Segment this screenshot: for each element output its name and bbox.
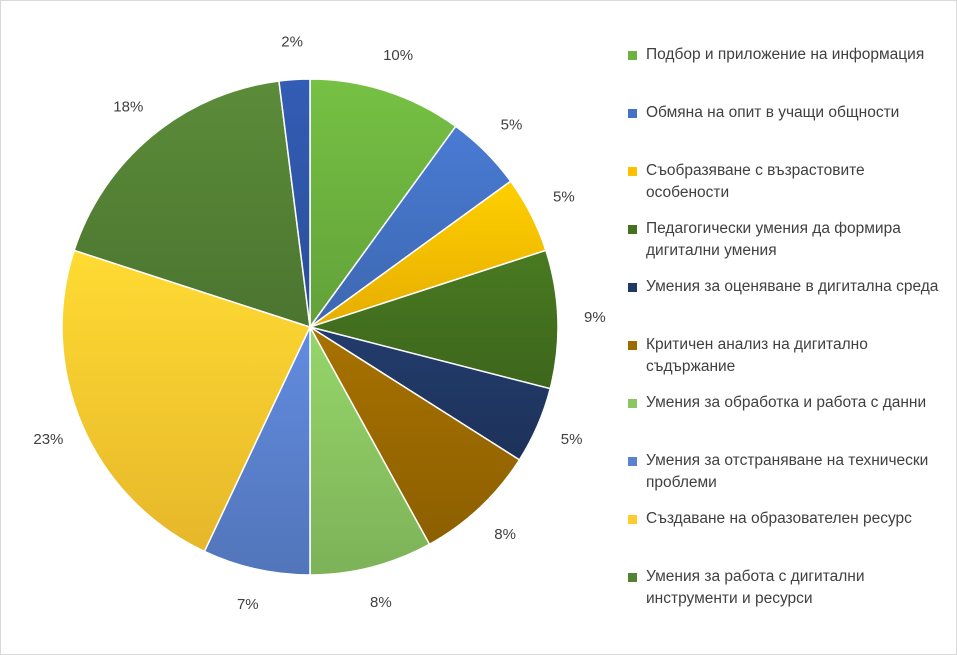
pie-data-label: 8% [370, 594, 392, 611]
pie-slice [309, 78, 457, 330]
legend-swatch [628, 399, 637, 408]
legend-swatch [628, 341, 637, 350]
legend-label: Съобразяване с възрастовите особености [646, 162, 865, 201]
pie-slice [73, 80, 311, 329]
legend-label: Критичен анализ на дигитално съдържание [646, 336, 868, 375]
legend-label: Създаване на образователен ресурс [646, 510, 912, 527]
pie-slice [309, 326, 521, 546]
pie-data-label: 5% [553, 189, 575, 206]
legend-label: Педагогически умения да формира дигиталн… [646, 220, 901, 259]
pie-slice [307, 249, 559, 390]
legend-item: Обмяна на опит в учащи общности [628, 102, 946, 124]
legend-label: Умения за обработка и работа с данни [646, 394, 927, 411]
legend-label: Обмяна на опит в учащи общности [646, 104, 900, 121]
legend-label: Умения за отстраняване на технически про… [646, 452, 929, 491]
pie-data-label: 8% [494, 526, 516, 543]
legend-label: Умения за оценяване в дигитална среда [646, 278, 939, 295]
legend-swatch [628, 167, 637, 176]
legend-swatch [628, 109, 637, 118]
legend-item: Умения за обработка и работа с данни [628, 392, 946, 414]
pie-slice [309, 326, 431, 576]
pie-data-label: 5% [501, 116, 523, 133]
legend-item: Подбор и приложение на информация [628, 44, 946, 66]
pie-data-label: 18% [113, 98, 143, 115]
pie-data-label: 23% [33, 431, 63, 448]
legend-item: Умения за работа с дигитални инструменти… [628, 566, 946, 610]
pie-data-label: 2% [281, 34, 303, 51]
pie-data-label: 5% [561, 431, 583, 448]
legend-item: Педагогически умения да формира дигиталн… [628, 218, 946, 262]
pie-data-labels: 10% 5% 5% 9% 5% 8% 8% 7% 23% 18% 2% [33, 34, 606, 613]
legend-swatch [628, 573, 637, 582]
legend-item: Умения за отстраняване на технически про… [628, 450, 946, 494]
pie-data-label: 9% [584, 309, 606, 326]
legend-item: Създаване на образователен ресурс [628, 508, 946, 530]
legend-swatch [628, 515, 637, 524]
legend-swatch [628, 283, 637, 292]
legend-swatch [628, 51, 637, 60]
legend-item: Умения за оценяване в дигитална среда [628, 276, 946, 298]
pie-slice [203, 326, 311, 576]
legend-swatch [628, 225, 637, 234]
legend-item: Критичен анализ на дигитално съдържание [628, 334, 946, 378]
legend-item: Съобразяване с възрастовите особености [628, 160, 946, 204]
pie-slices [61, 78, 559, 576]
pie-slice [61, 249, 312, 553]
pie-data-label: 7% [237, 596, 259, 613]
legend-label: Умения за работа с дигитални инструменти… [646, 568, 865, 607]
pie-slice [278, 78, 311, 328]
legend-label: Подбор и приложение на информация [646, 46, 925, 63]
legend-swatch [628, 457, 637, 466]
pie-data-label: 10% [383, 47, 413, 64]
